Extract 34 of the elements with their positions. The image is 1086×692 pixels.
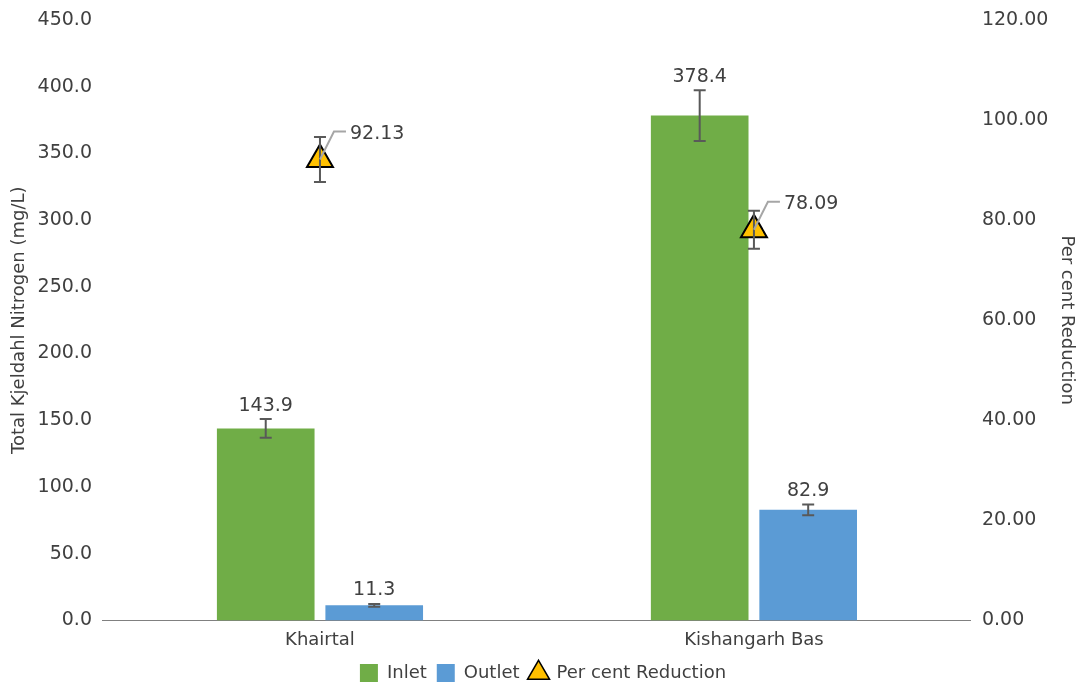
data-label: 11.3 — [353, 577, 396, 600]
y2-tick-label: 0.00 — [981, 607, 1025, 630]
bar — [216, 428, 315, 621]
data-label: 82.9 — [787, 477, 830, 500]
bar — [325, 605, 424, 621]
y-tick-label: 350.0 — [37, 140, 92, 163]
x-tick-label: Kishangarh Bas — [684, 627, 824, 649]
y-tick-label: 100.0 — [37, 473, 92, 496]
legend-label: Outlet — [463, 660, 520, 682]
y-tick-label: 200.0 — [37, 340, 92, 363]
legend-label: Inlet — [386, 660, 427, 682]
y-tick-label: 50.0 — [49, 540, 92, 563]
y-tick-label: 450.0 — [37, 6, 92, 29]
y2-axis-title: Per cent Reduction — [1057, 235, 1079, 405]
bar — [759, 509, 857, 621]
data-label: 378.4 — [672, 63, 727, 86]
x-tick-label: Khairtal — [285, 627, 355, 649]
y2-tick-label: 100.00 — [981, 107, 1049, 129]
bar — [650, 115, 749, 621]
data-label: 143.9 — [238, 392, 293, 415]
data-label: 92.13 — [349, 120, 405, 143]
y2-tick-label: 20.00 — [981, 507, 1037, 530]
y2-tick-label: 80.00 — [981, 207, 1037, 230]
y-tick-label: 150.0 — [37, 407, 92, 430]
data-label: 78.09 — [783, 191, 839, 214]
legend-label: Per cent Reduction — [556, 660, 727, 682]
y-tick-label: 400.0 — [37, 73, 92, 96]
y2-tick-label: 40.00 — [981, 407, 1037, 430]
y-tick-label: 0.0 — [61, 607, 92, 630]
y-tick-label: 250.0 — [37, 273, 92, 296]
y-tick-label: 300.0 — [37, 207, 92, 230]
y2-tick-label: 60.00 — [981, 307, 1037, 330]
y-axis-title: Total Kjeldahl Nitrogen (mg/L) — [7, 186, 29, 455]
y2-tick-label: 120.00 — [981, 6, 1049, 29]
